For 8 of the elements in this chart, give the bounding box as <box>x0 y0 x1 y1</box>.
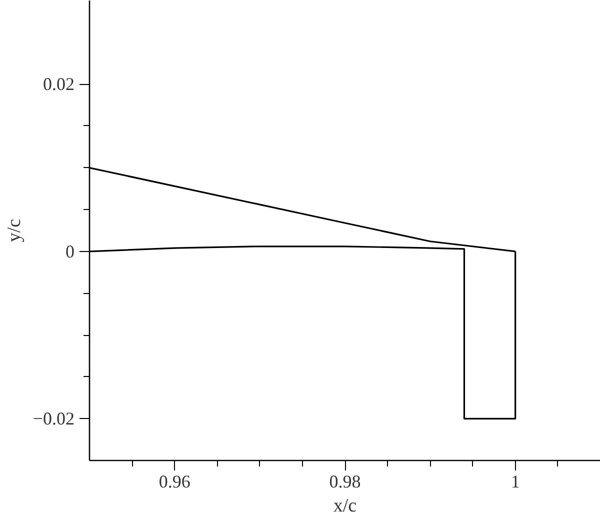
x-tick-label: 0.98 <box>329 472 361 492</box>
x-axis-title: x/c <box>333 496 357 516</box>
x-tick-label: 1 <box>510 472 520 492</box>
y-tick-label: 0.02 <box>43 74 74 94</box>
x-tick-label: 0.96 <box>158 472 190 492</box>
y-tick-label: −0.02 <box>32 408 75 429</box>
y-axis-title: y/c <box>4 218 25 242</box>
y-tick-label: 0 <box>66 241 74 262</box>
